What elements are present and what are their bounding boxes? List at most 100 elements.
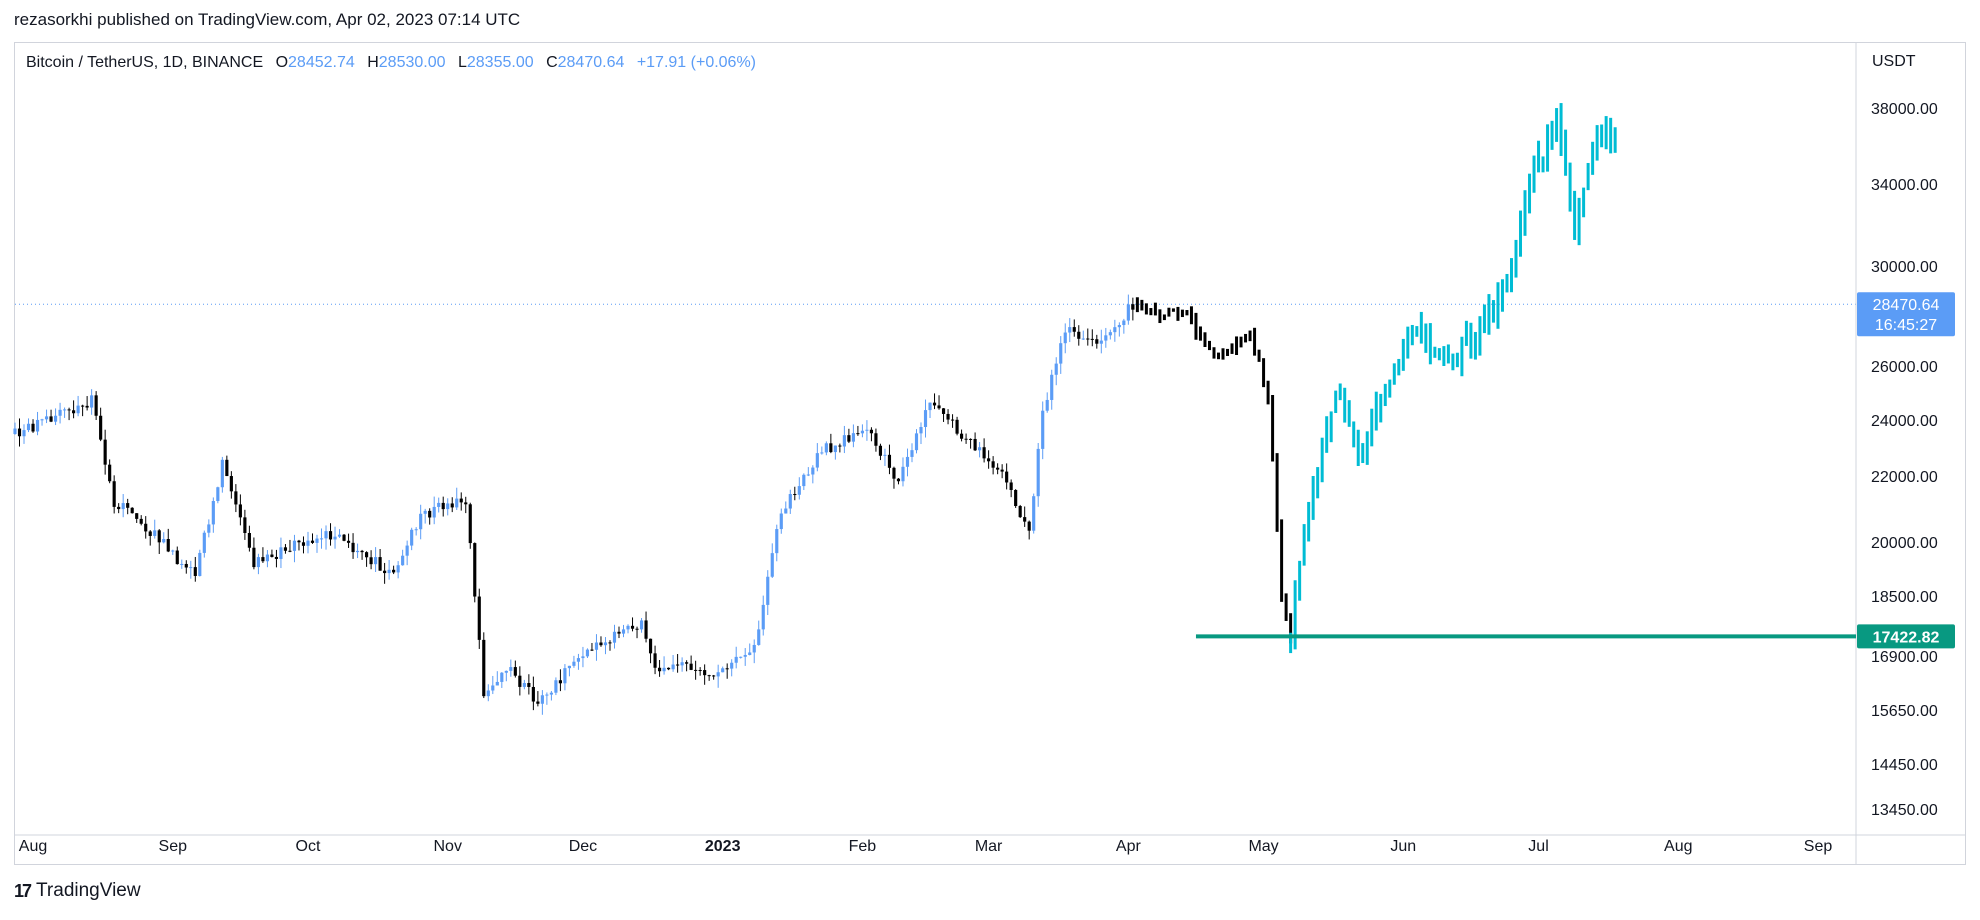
candle-body bbox=[806, 474, 810, 476]
candle-body bbox=[869, 429, 874, 434]
price-tick-label: 26000.00 bbox=[1871, 359, 1938, 376]
candle-body bbox=[969, 438, 973, 440]
candle-body bbox=[576, 658, 581, 662]
candle-body bbox=[234, 491, 238, 505]
candle-body bbox=[166, 539, 170, 552]
candle-body bbox=[486, 690, 490, 697]
candle-body bbox=[1027, 521, 1031, 531]
candle-body bbox=[946, 413, 950, 420]
candle-body bbox=[139, 518, 143, 524]
candle-body bbox=[171, 550, 175, 552]
candle-body bbox=[937, 405, 941, 409]
candle-body bbox=[793, 494, 797, 496]
time-tick-label: May bbox=[1248, 838, 1278, 855]
close-value: 28470.64 bbox=[557, 54, 625, 71]
candle-body bbox=[594, 642, 599, 650]
candle-body bbox=[103, 439, 107, 465]
candle-body bbox=[964, 438, 968, 440]
candle-body bbox=[923, 410, 928, 428]
candle-body bbox=[554, 680, 558, 693]
candle-body bbox=[1036, 448, 1040, 497]
candle-body bbox=[802, 474, 806, 487]
candle-body bbox=[283, 547, 288, 551]
candle-body bbox=[892, 467, 896, 479]
candle-body bbox=[838, 445, 842, 447]
candle-body bbox=[712, 675, 716, 677]
candle-body bbox=[797, 486, 801, 495]
candle-body bbox=[288, 550, 292, 552]
candle-body bbox=[22, 430, 26, 437]
candle-body bbox=[878, 445, 883, 456]
candle-body bbox=[396, 565, 400, 573]
chart-frame bbox=[14, 42, 1966, 865]
candle-body bbox=[851, 433, 855, 442]
candle-body bbox=[932, 402, 937, 406]
candle-body bbox=[423, 510, 427, 514]
candle-body bbox=[973, 438, 977, 451]
candle-body bbox=[383, 570, 387, 574]
candle-body bbox=[162, 539, 166, 543]
candle-body bbox=[1108, 332, 1112, 336]
candle-body bbox=[752, 644, 756, 653]
candle-body bbox=[504, 670, 508, 673]
candle-body bbox=[847, 435, 851, 442]
price-tick-label: 38000.00 bbox=[1871, 101, 1938, 118]
candle-body bbox=[914, 433, 919, 451]
open-label: O bbox=[275, 54, 289, 71]
candle-body bbox=[157, 530, 161, 543]
candle-body bbox=[175, 550, 179, 565]
candle-body bbox=[432, 506, 436, 518]
candle-body bbox=[617, 631, 621, 634]
candle-body bbox=[261, 557, 265, 562]
candle-body bbox=[743, 654, 747, 657]
candle-body bbox=[901, 466, 905, 482]
candle-body bbox=[1005, 471, 1009, 483]
candle-body bbox=[225, 459, 229, 477]
candle-body bbox=[766, 576, 770, 605]
candle-body bbox=[301, 542, 306, 546]
candle-body bbox=[117, 506, 121, 510]
candle-body bbox=[725, 668, 729, 670]
candle-body bbox=[121, 503, 125, 510]
candle-body bbox=[833, 445, 837, 453]
candle-body bbox=[85, 405, 89, 408]
candle-body bbox=[437, 502, 441, 507]
candle-body bbox=[1054, 363, 1058, 375]
brand-name: TradingView bbox=[36, 880, 141, 901]
candle-body bbox=[657, 667, 662, 672]
candle-body bbox=[1113, 327, 1117, 333]
candle-body bbox=[662, 667, 666, 672]
low-label: L bbox=[457, 54, 467, 71]
price-tick-label: 14450.00 bbox=[1871, 757, 1938, 774]
candle-body bbox=[540, 695, 544, 704]
candle-body bbox=[676, 664, 680, 666]
publisher-line: rezasorkhi published on TradingView.com,… bbox=[14, 10, 521, 29]
candle-body bbox=[229, 476, 233, 492]
candle-body bbox=[184, 563, 188, 568]
candle-body bbox=[856, 433, 860, 435]
candle-body bbox=[482, 639, 486, 697]
candle-body bbox=[40, 419, 44, 421]
last-price-badge bbox=[1857, 292, 1955, 337]
candle-body bbox=[441, 502, 445, 510]
candle-body bbox=[761, 604, 765, 630]
candle-body bbox=[621, 629, 626, 634]
candle-body bbox=[811, 467, 815, 475]
candle-body bbox=[955, 419, 959, 434]
candle-body bbox=[81, 405, 85, 407]
candle-body bbox=[545, 694, 549, 696]
candle-body bbox=[959, 433, 964, 439]
candle-body bbox=[387, 569, 391, 574]
time-tick-label: Jul bbox=[1528, 838, 1548, 855]
time-tick-label: Sep bbox=[1804, 838, 1833, 855]
candle-body bbox=[292, 540, 297, 551]
candle-body bbox=[671, 664, 675, 670]
candle-body bbox=[297, 540, 301, 543]
candle-body bbox=[256, 557, 260, 568]
candle-body bbox=[630, 625, 635, 629]
candle-body bbox=[689, 663, 693, 670]
candle-body bbox=[1023, 517, 1027, 522]
candle-body bbox=[685, 662, 689, 664]
candle-body bbox=[667, 667, 671, 670]
